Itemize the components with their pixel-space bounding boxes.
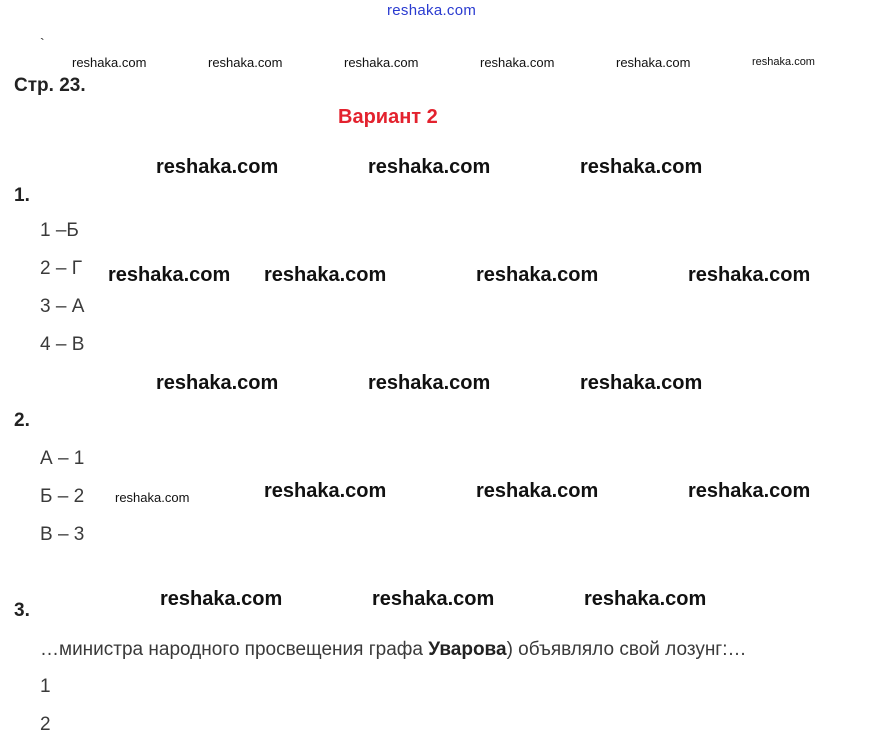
task-1-answer: 1 –Б: [40, 220, 79, 241]
page-label: Стр. 23.: [14, 75, 86, 96]
watermark: reshaka.com: [156, 372, 279, 394]
watermark: reshaka.com: [476, 480, 599, 502]
watermark: reshaka.com: [344, 55, 419, 70]
task-1-answer: 4 – В: [40, 334, 85, 355]
watermark-top: reshaka.com: [387, 2, 477, 19]
watermark: reshaka.com: [584, 588, 707, 610]
task-2-answer: А – 1: [40, 448, 85, 469]
task-3-answer: 1: [40, 676, 51, 697]
watermark: reshaka.com: [580, 372, 703, 394]
watermark: reshaka.com: [368, 372, 491, 394]
watermark: reshaka.com: [156, 156, 279, 178]
watermark: reshaka.com: [580, 156, 703, 178]
watermark: reshaka.com: [476, 264, 599, 286]
task-2-answer: Б – 2: [40, 486, 85, 507]
task-3-answer: 2: [40, 714, 51, 735]
watermark: reshaka.com: [368, 156, 491, 178]
watermark: reshaka.com: [108, 264, 231, 286]
watermark: reshaka.com: [208, 55, 283, 70]
task-3-text: …министра народного просвещения графа Ув…: [40, 640, 747, 659]
watermark: reshaka.com: [616, 55, 691, 70]
watermark: reshaka.com: [72, 55, 147, 70]
watermark: reshaka.com: [115, 490, 190, 505]
task-3-number: 3.: [14, 600, 30, 621]
variant-title: Вариант 2: [338, 106, 438, 128]
task-2-answer: В – 3: [40, 524, 85, 545]
watermark: reshaka.com: [480, 55, 555, 70]
task-2-number: 2.: [14, 410, 30, 431]
watermark: reshaka.com: [688, 264, 811, 286]
text-part: ) объявляло свой лозунг:…: [506, 639, 747, 660]
task-1-number: 1.: [14, 185, 30, 206]
watermark: reshaka.com: [688, 480, 811, 502]
watermark: reshaka.com: [264, 264, 387, 286]
text-part: …министра народного просвещения графа: [40, 639, 429, 660]
watermark: reshaka.com: [160, 588, 283, 610]
watermark: reshaka.com: [264, 480, 387, 502]
watermark: reshaka.com: [752, 56, 815, 68]
stray-mark: `: [40, 35, 45, 51]
task-1-answer: 3 – А: [40, 296, 85, 317]
task-1-answer: 2 – Г: [40, 258, 82, 279]
watermark: reshaka.com: [372, 588, 495, 610]
text-bold: Уварова: [428, 639, 507, 660]
